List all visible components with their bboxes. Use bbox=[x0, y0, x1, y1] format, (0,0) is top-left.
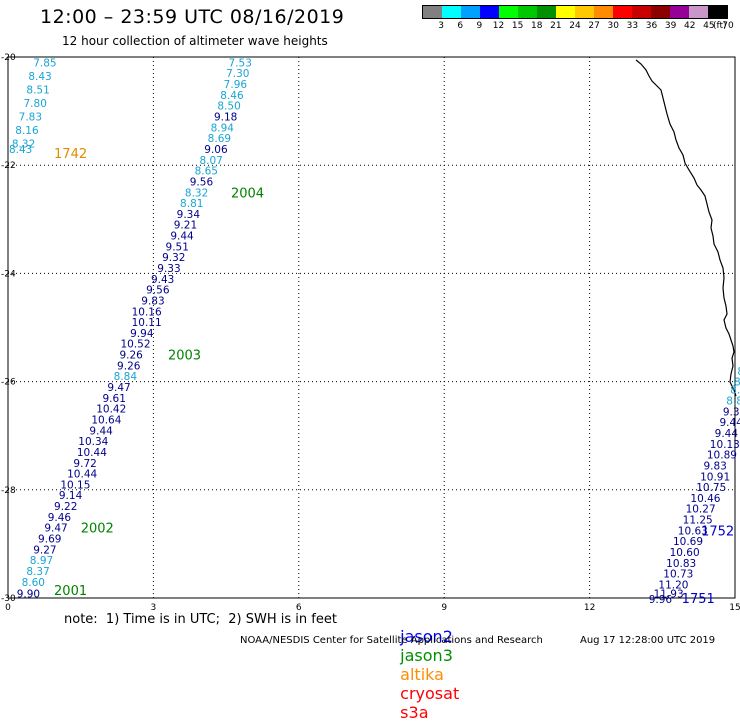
wave-height-reading: 7.85 bbox=[33, 57, 56, 69]
grid-lines bbox=[8, 57, 735, 598]
track-left: 7.858.438.517.807.838.168.328.437.537.30… bbox=[9, 57, 252, 600]
wave-height-reading: 7.83 bbox=[19, 112, 42, 124]
y-tick-label: -24 bbox=[1, 269, 16, 279]
y-tick-label: -26 bbox=[1, 378, 16, 388]
y-tick-label: -22 bbox=[1, 161, 16, 171]
x-tick-label: 0 bbox=[5, 603, 11, 613]
pass-time-label: 2004 bbox=[231, 186, 264, 201]
pass-time-label: 2003 bbox=[168, 349, 201, 364]
cryosat-label: cryosat bbox=[400, 684, 459, 703]
pass-time-label: 1752 bbox=[701, 524, 734, 539]
altika-label: altika bbox=[400, 665, 444, 684]
map-frame bbox=[8, 57, 735, 598]
y-tick-label: -28 bbox=[1, 486, 16, 496]
wave-height-reading: 8.43 bbox=[28, 71, 51, 83]
pass-time-label: 1742 bbox=[54, 147, 87, 162]
jason3-label: jason3 bbox=[400, 646, 453, 665]
track-right: 7.6108.298.758.768.839.339.449.4410.1310… bbox=[649, 344, 740, 606]
footer-note: note: 1) Time is in UTC; 2) SWH is in fe… bbox=[64, 612, 337, 627]
wave-height-reading: 8.16 bbox=[15, 125, 39, 137]
x-tick-label: 12 bbox=[584, 603, 595, 613]
pass-time-label: 1751 bbox=[682, 592, 715, 607]
x-tick-label: 15 bbox=[729, 603, 740, 613]
wave-height-reading: 8.43 bbox=[9, 144, 32, 156]
pass-time-label: 2002 bbox=[81, 522, 114, 537]
coastline bbox=[636, 60, 736, 396]
wave-height-reading: 9.96 bbox=[649, 594, 673, 606]
credit-text: NOAA/NESDIS Center for Satellite Applica… bbox=[240, 635, 543, 646]
wave-height-reading: 8.60 bbox=[22, 577, 45, 589]
satellite-key: jason2 jason3 altika cryosat s3a bbox=[390, 608, 473, 722]
wave-height-reading: 7.80 bbox=[24, 98, 47, 110]
y-tick-label: -30 bbox=[1, 594, 16, 604]
generated-timestamp: Aug 17 12:28:00 UTC 2019 bbox=[580, 635, 715, 646]
pass-time-label: 2001 bbox=[54, 584, 87, 599]
y-tick-label: -20 bbox=[1, 53, 16, 63]
time-labels: 1742 2004 2003 2002 2001 1752 1751 bbox=[54, 147, 734, 607]
wave-height-reading: 8.51 bbox=[26, 84, 49, 96]
wave-height-reading: 9.90 bbox=[17, 589, 40, 601]
s3a-label: s3a bbox=[400, 703, 428, 722]
